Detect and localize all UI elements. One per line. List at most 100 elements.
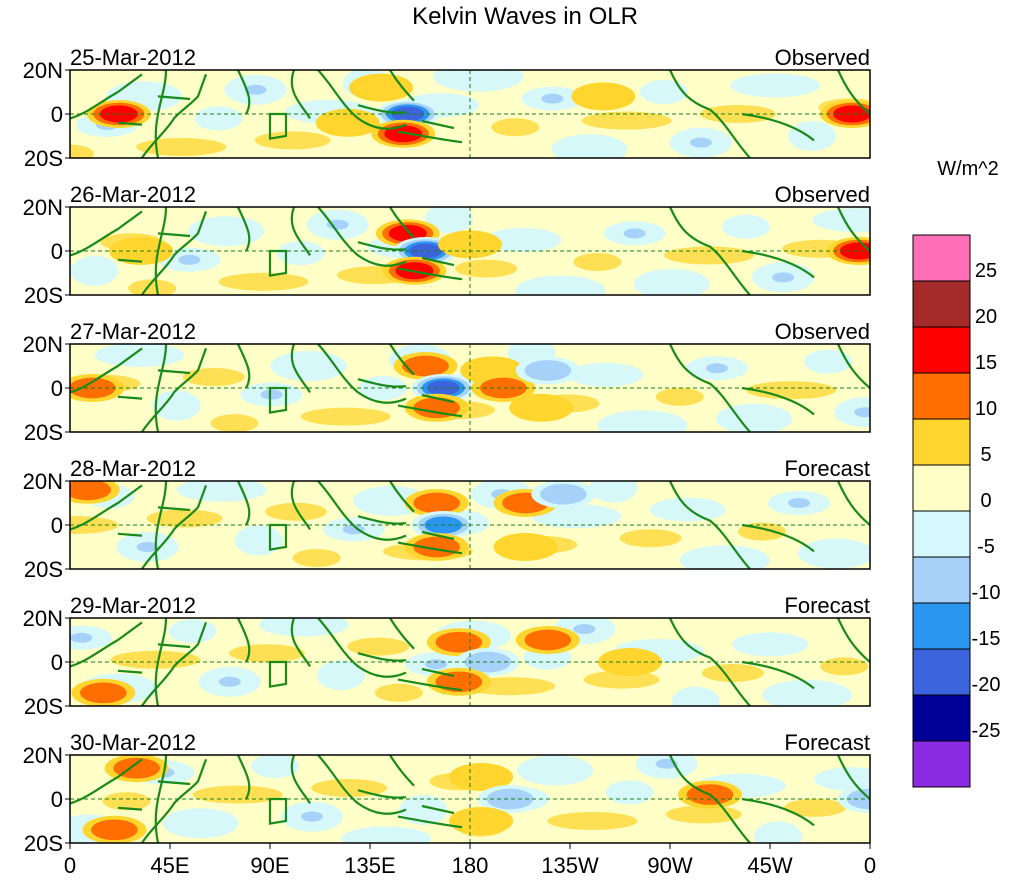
background-blob-core [260,389,283,400]
colorbar-level-label: -25 [972,720,1001,742]
background-blob [567,362,644,387]
background-blob [182,368,245,386]
y-tick-label: 20S [24,420,63,445]
background-blob-core [425,659,447,670]
coastline-3 [317,70,407,130]
background-blob [605,780,654,805]
background-blob [276,241,325,266]
y-tick-label: 0 [51,787,63,812]
coastline-4 [389,207,463,281]
coastline-1 [117,344,191,432]
coastline-5 [668,344,815,432]
background-blob [218,272,309,291]
anomaly-feature-3 [486,788,534,810]
background-blob [491,118,540,137]
x-tick-label: 180 [452,853,489,878]
y-tick-label: 20N [23,58,63,83]
x-tick-label: 135E [344,853,395,878]
y-tick-label: 20S [24,146,63,171]
background-blob-core [218,676,241,687]
anomaly-feature-1 [413,492,460,514]
colorbar-level-label: 20 [975,306,997,328]
background-blob [746,381,837,400]
background-blob [597,410,688,432]
olr-contour-field [70,344,870,432]
coastline-2 [236,755,311,804]
colorbar-level-label: 5 [980,444,991,466]
background-blob [485,228,562,252]
x-tick-label: 90E [250,853,289,878]
anomaly-feature-3 [435,671,483,693]
colorbar-level-label: 25 [975,260,997,282]
panel-date: 26-Mar-2012 [70,182,196,207]
background-blob-core [70,632,93,643]
background-blob-core [136,542,159,552]
coastline-0 [70,484,208,569]
background-blob [732,632,808,657]
anomaly-feature-6 [833,105,870,123]
background-blob [671,686,720,706]
coastlines [70,344,870,432]
background-blob [701,664,764,682]
coastline-5 [668,70,815,158]
background-blob [136,138,227,156]
panel-date: 25-Mar-2012 [70,45,196,70]
background-blob [168,619,217,644]
anomaly-feature-5 [839,242,870,260]
anomaly-feature-1 [402,355,449,377]
colorbar-level-label: -5 [977,536,995,558]
coastline-6 [836,618,870,663]
background-blob [128,279,177,295]
background-blob [663,246,754,265]
coastline-5 [668,618,815,706]
panel-label: Forecast [784,730,870,755]
background-blob [433,70,524,92]
coastline-3 [317,207,407,267]
coastline-1 [117,755,191,843]
coastline-3 [317,344,407,404]
olr-panel-30-Mar-2012: 20N 0 20S 30-Mar-2012 Forecast [23,730,871,856]
panels-group: 20N 0 20S 25-Mar-2012 Observed 20N 0 20S 26-Mar-… [23,45,871,856]
coastline-0 [70,621,208,706]
coastline-3 [317,618,407,678]
x-tick-label: 135W [541,853,599,878]
background-blob-core [623,228,646,239]
y-tick-label: 0 [51,239,63,264]
background-blob [581,111,672,130]
background-blob [162,808,239,839]
coastline-6 [836,755,870,800]
background-blob [265,502,327,521]
coastlines [70,481,870,569]
anomaly-feature-0 [70,481,112,501]
colorbar-swatch [912,740,971,788]
background-blob-core [244,84,267,95]
colorbar-swatch [912,602,971,650]
y-tick-label: 0 [51,102,63,127]
colorbar-swatch [912,326,971,374]
background-blob [798,538,870,569]
background-blob [228,644,305,663]
colorbar: W/m^2 25 20 15 10 5 0 -5 -10 -15 -20 -25 [912,158,1001,788]
background-blob [270,351,347,381]
coastline-3 [317,481,407,541]
colorbar-level-label: 15 [975,352,997,374]
coastlines [70,70,870,158]
background-blob [341,826,432,843]
x-tick-label: 0 [864,853,876,878]
background-blob-core [573,624,596,634]
background-blob [102,792,151,811]
colorbar-level-label: -10 [972,582,1001,604]
x-tick-label: 90W [647,853,692,878]
olr-panel-27-Mar-2012: 20N 0 20S 27-Mar-2012 Observed [23,319,871,445]
background-blob-core [788,498,811,508]
anomaly-feature-0 [80,682,127,704]
coastline-6 [836,344,870,389]
coastline-4 [389,755,463,829]
coastline-2 [236,207,311,256]
anomaly-feature-5 [480,377,527,399]
colorbar-level-label: -15 [972,628,1001,650]
background-blob [300,407,391,426]
background-blob [754,821,802,843]
x-axis: 0 45E 90E 135E 180 135W 90W 45W 0 [64,843,876,878]
